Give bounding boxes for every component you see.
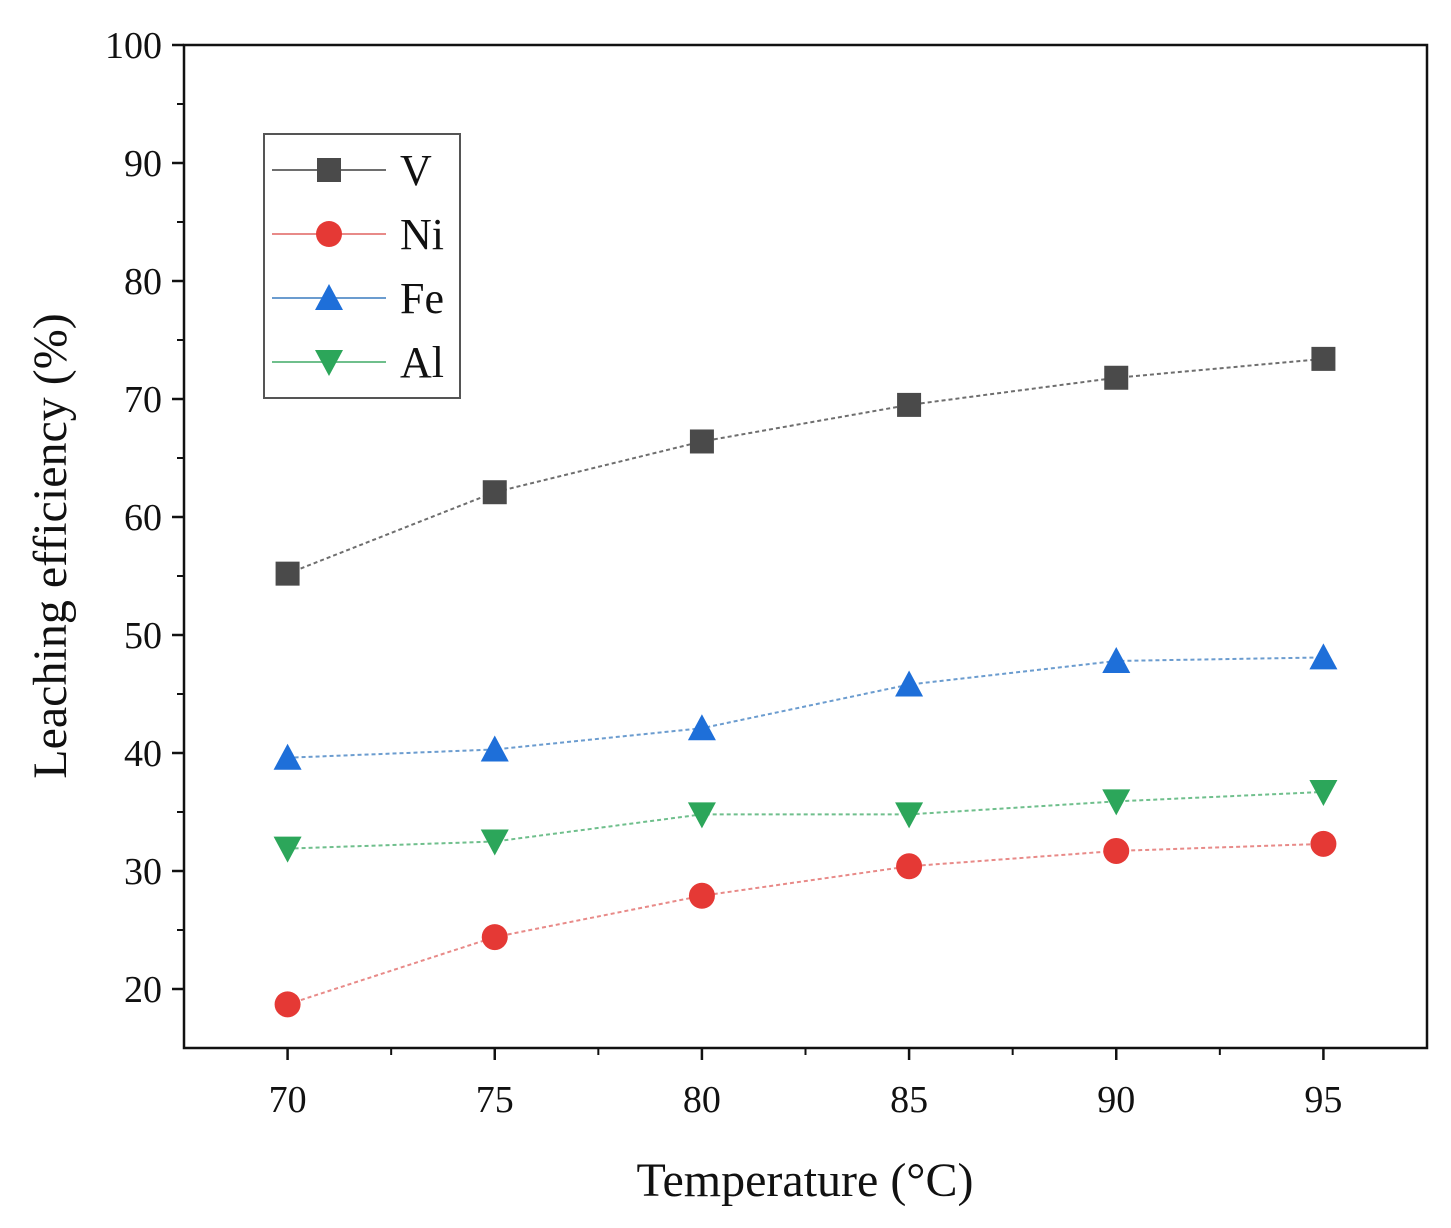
data-point-ni bbox=[1103, 837, 1130, 864]
data-point-fe bbox=[273, 743, 302, 770]
x-tick-label: 75 bbox=[476, 1079, 514, 1121]
legend-item-fe: Fe bbox=[272, 274, 444, 323]
x-tick-label: 80 bbox=[683, 1079, 721, 1121]
y-axis-title: Leaching efficiency (%) bbox=[24, 313, 77, 779]
y-tick-label: 70 bbox=[124, 379, 162, 421]
legend-label: V bbox=[400, 146, 432, 195]
data-point-fe bbox=[1102, 646, 1131, 673]
series-line-v bbox=[287, 357, 1324, 575]
legend-label: Fe bbox=[400, 274, 444, 323]
y-tick-label: 30 bbox=[124, 851, 162, 893]
data-point-v bbox=[689, 429, 714, 454]
y-tick-label: 40 bbox=[124, 733, 162, 775]
data-point-fe bbox=[895, 670, 924, 697]
x-tick-label: 95 bbox=[1304, 1079, 1342, 1121]
data-point-ni bbox=[1310, 830, 1337, 857]
legend-label: Ni bbox=[400, 210, 444, 259]
series-line-al bbox=[287, 790, 1324, 850]
data-point-fe bbox=[687, 714, 716, 741]
series-al bbox=[273, 779, 1338, 863]
data-point-v bbox=[1311, 346, 1336, 371]
data-point-fe bbox=[1309, 643, 1338, 670]
data-point-v bbox=[897, 392, 922, 417]
x-axis-title: Temperature (°C) bbox=[636, 1154, 973, 1207]
axis-ticks: 70 75 80 85 90 95 20 30 40 50 60 70 80 90 100 bbox=[105, 25, 1342, 1121]
data-point-al bbox=[687, 802, 716, 829]
series-line-ni bbox=[287, 842, 1324, 1006]
y-tick-label: 20 bbox=[124, 969, 162, 1011]
data-point-fe bbox=[480, 735, 509, 762]
y-tick-label: 80 bbox=[124, 261, 162, 303]
data-point-ni bbox=[481, 924, 508, 951]
data-point-v bbox=[1104, 365, 1129, 390]
legend-box bbox=[263, 133, 461, 399]
legend-marker bbox=[315, 284, 343, 310]
series-fe bbox=[273, 643, 1338, 770]
legend-item-al: Al bbox=[272, 338, 444, 387]
data-point-al bbox=[480, 829, 509, 856]
legend: V Ni Fe Al bbox=[263, 133, 461, 399]
data-point-ni bbox=[274, 991, 301, 1018]
y-tick-label: 60 bbox=[124, 497, 162, 539]
legend-marker bbox=[316, 221, 342, 247]
data-point-v bbox=[275, 561, 300, 586]
series-ni bbox=[274, 830, 1337, 1018]
series-layer bbox=[273, 346, 1338, 1018]
data-point-al bbox=[1309, 779, 1338, 806]
legend-label: Al bbox=[400, 338, 444, 387]
x-tick-label: 70 bbox=[269, 1079, 307, 1121]
y-tick-label: 90 bbox=[124, 143, 162, 185]
y-tick-label: 100 bbox=[105, 25, 162, 67]
series-v bbox=[275, 346, 1336, 586]
data-point-ni bbox=[688, 882, 715, 909]
legend-marker bbox=[315, 350, 343, 376]
legend-marker bbox=[317, 158, 341, 182]
x-tick-label: 85 bbox=[890, 1079, 928, 1121]
data-point-ni bbox=[896, 853, 923, 880]
legend-item-ni: Ni bbox=[272, 210, 444, 259]
y-tick-label: 50 bbox=[124, 615, 162, 657]
data-point-al bbox=[895, 802, 924, 829]
x-tick-label: 90 bbox=[1097, 1079, 1135, 1121]
legend-item-v: V bbox=[272, 146, 432, 195]
data-point-v bbox=[482, 480, 507, 505]
data-point-al bbox=[273, 836, 302, 863]
series-line-fe bbox=[287, 656, 1324, 759]
data-point-al bbox=[1102, 789, 1131, 816]
